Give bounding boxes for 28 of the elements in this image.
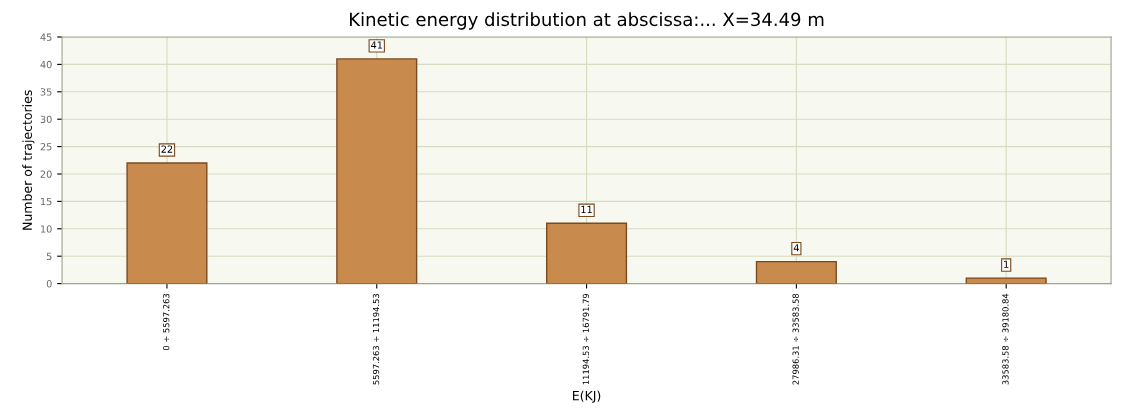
data-label: 1 xyxy=(1004,260,1009,268)
x-tick-label: 0 ÷ 5597.263 xyxy=(163,293,170,351)
bar xyxy=(755,260,837,284)
bar xyxy=(336,58,418,284)
y-tick-label: 20 xyxy=(40,170,52,178)
y-axis-title: Number of trajectories xyxy=(22,90,35,230)
bar xyxy=(546,222,628,284)
y-tick-label: 15 xyxy=(41,198,52,206)
x-tick-label: 33583.58 ÷ 39180.84 xyxy=(1002,293,1009,385)
y-tick-label: 45 xyxy=(40,33,52,41)
data-label: 4 xyxy=(793,244,799,252)
bar xyxy=(126,162,208,284)
data-label: 11 xyxy=(581,205,592,213)
bar xyxy=(965,277,1047,284)
x-tick-label: 5597.263 ÷ 11194.53 xyxy=(372,293,380,385)
y-tick-label: 0 xyxy=(46,280,52,288)
y-tick-label: 30 xyxy=(40,115,52,124)
data-label: 22 xyxy=(161,145,173,153)
data-label: 41 xyxy=(371,41,383,49)
x-tick-label: 27986.31 ÷ 33583.58 xyxy=(792,293,799,385)
chart-title: Kinetic energy distribution at abscissa:... X=34.49 m xyxy=(350,12,824,30)
y-tick-label: 40 xyxy=(40,60,52,69)
y-tick-label: 25 xyxy=(40,143,52,151)
y-tick-label: 35 xyxy=(40,88,52,96)
x-axis-title: E(KJ) xyxy=(573,390,601,403)
x-tick-label: 11194.53 ÷ 16791.79 xyxy=(582,293,589,385)
y-tick-label: 10 xyxy=(41,225,52,233)
y-tick-label: 5 xyxy=(46,252,52,261)
